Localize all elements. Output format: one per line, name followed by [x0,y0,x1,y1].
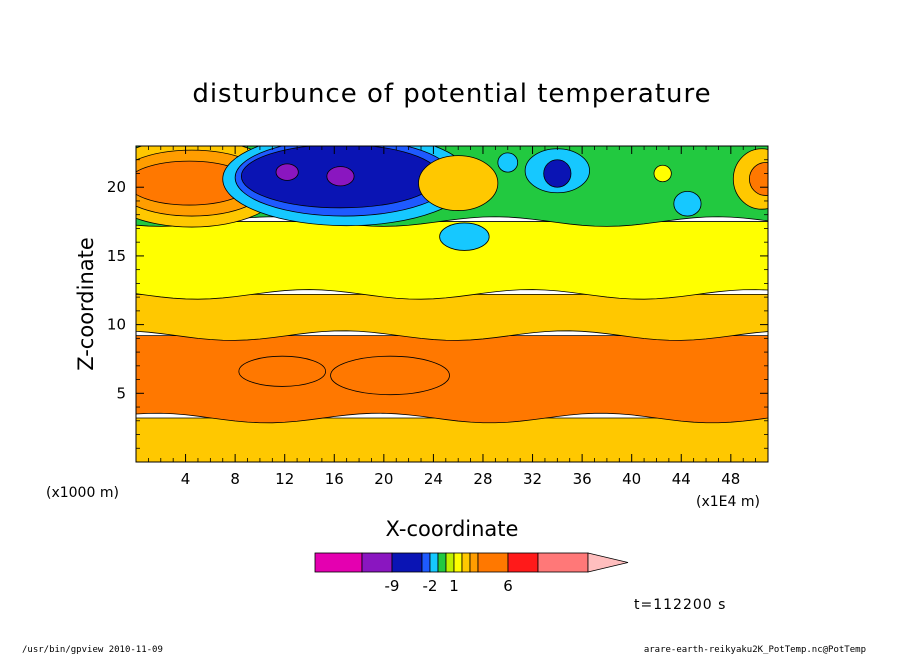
colorbar-tick-label: -2 [423,577,438,595]
colorbar-segment [421,552,431,573]
plot-frame [135,145,769,463]
x-axis-label: X-coordinate [386,517,519,541]
x-tick-label: 36 [573,470,592,488]
band-low [136,417,768,462]
colorbar-tick-label: -9 [385,577,400,595]
band-mid [136,335,768,424]
x-tick-label: 12 [275,470,294,488]
colorbar-segment [537,552,589,573]
x-tick-label: 40 [622,470,641,488]
time-label: t=112200 s [634,597,726,613]
warm-low-1 [238,355,326,387]
colorbar-segment [507,552,539,573]
warm-right-core [749,162,768,196]
colorbar-segment [453,552,463,573]
warm-low-2 [330,355,450,396]
y-tick-label: 10 [107,316,126,334]
y-axis-label: Z-coordinate [74,237,98,371]
colorbar-segment [445,552,455,573]
warm-spot-4 [653,164,672,183]
x-tick-label: 32 [523,470,542,488]
colorbar: -9 -2 1 6 [314,552,629,595]
cool-spot-1 [439,222,490,251]
x-tick-label: 8 [230,470,240,488]
x-unit-label: (x1000 m) [46,485,119,501]
x-tick-label: 28 [473,470,492,488]
cool-spot-3 [497,152,519,173]
x-tick-label: 24 [424,470,443,488]
colorbar-arrow [587,552,629,573]
colorbar-segment [391,552,423,573]
warm-spot-mid [418,155,499,211]
x-tick-label: 16 [325,470,344,488]
x-tick-label: 48 [721,470,740,488]
colorbar-segment [429,552,439,573]
band-upper [136,293,768,341]
y-tick-label: 5 [116,384,126,402]
footer-left: /usr/bin/gpview 2010-11-09 [22,645,163,654]
footer-right: arare-earth-reikyaku2K_PotTemp.nc@PotTem… [644,645,866,654]
colorbar-segment [361,552,393,573]
cold-min-1 [275,163,299,181]
colorbar-tick-label: 6 [503,577,513,595]
band-yellow [136,221,768,300]
y-tick-label: 15 [107,247,126,265]
cold-spot-2 [543,159,572,188]
y-tick-label: 20 [107,178,126,196]
colorbar-segment [314,552,363,573]
colorbar-segment [461,552,471,573]
cool-spot-4 [673,190,702,217]
x-tick-label: 44 [672,470,691,488]
colorbar-segment [469,552,479,573]
contour-field [136,146,768,462]
colorbar-segment [477,552,509,573]
x-multiplier-label: (x1E4 m) [696,494,760,510]
x-tick-label: 4 [181,470,191,488]
chart-title: disturbunce of potential temperature [192,79,711,109]
colorbar-tick-label: 1 [449,577,459,595]
colorbar-segment [437,552,447,573]
x-tick-label: 20 [374,470,393,488]
cold-min-2 [326,166,355,187]
